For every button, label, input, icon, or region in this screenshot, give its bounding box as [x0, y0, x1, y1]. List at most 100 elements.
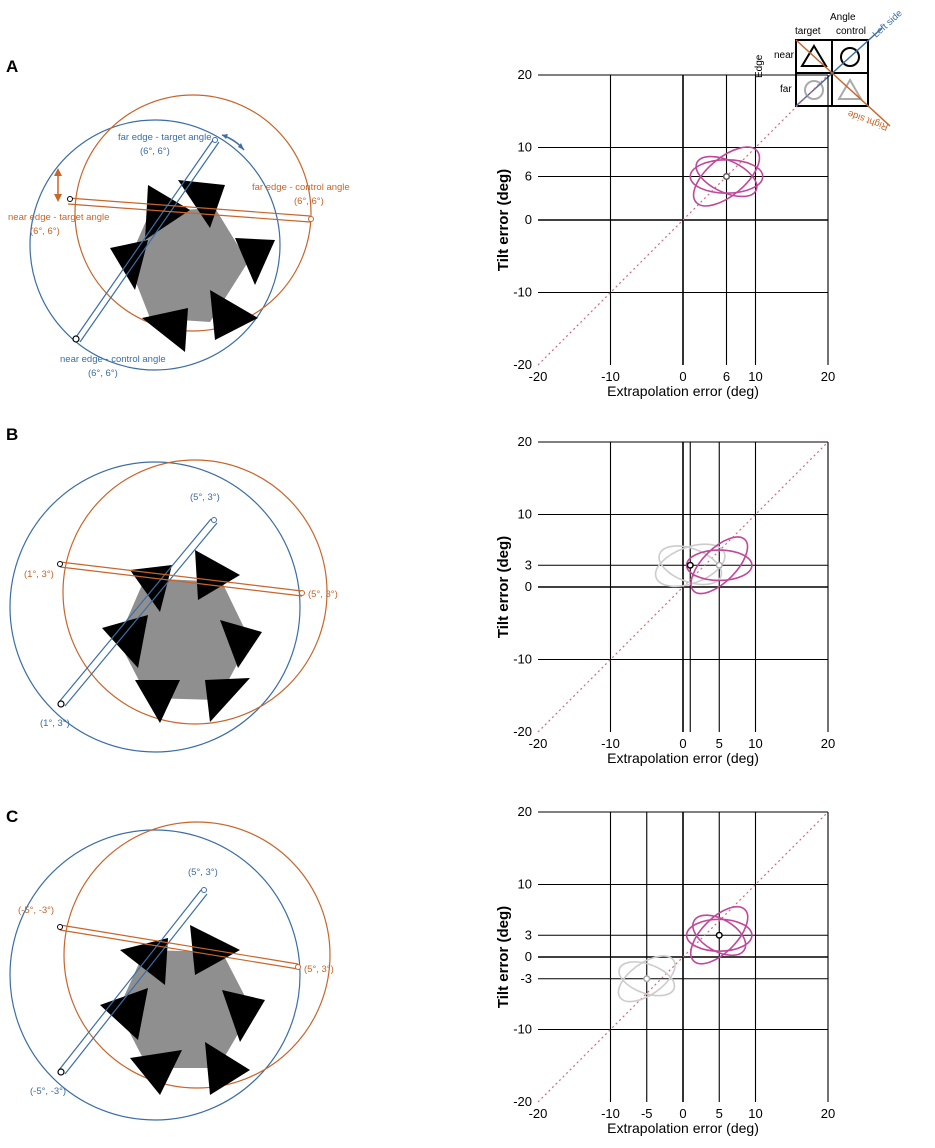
x-tick-label: 10	[748, 1106, 762, 1121]
x-tick-label: 0	[679, 736, 686, 751]
x-tick-label: 10	[748, 369, 762, 384]
label-c-right: (5°, 3°)	[304, 964, 334, 975]
identity-diagonal	[537, 74, 829, 366]
x-axis-label: Extrapolation error (deg)	[607, 1120, 759, 1136]
data-point	[643, 975, 651, 983]
label-near-target: near edge - target angle	[8, 212, 109, 223]
y-tick-label: 3	[525, 927, 532, 942]
x-tick-label: 20	[821, 1106, 835, 1121]
panel-c-diagram: (5°, 3°) (5°, 3°) (-5°, -3°) (-5°, -3°)	[9, 821, 334, 1121]
orange-circle	[74, 94, 312, 332]
x-tick-label: 5	[716, 1106, 723, 1121]
error-ellipse	[692, 914, 747, 957]
legend-edge: Edge	[754, 54, 765, 78]
chart-a: -20 -10 0 6 10 20 -20 -10 0 6 10 20 Extrapolation er…	[495, 67, 835, 399]
y-tick-label: 0	[525, 212, 532, 227]
x-tick-label: -20	[529, 1106, 548, 1121]
error-ellipse	[690, 906, 749, 965]
legend: Angle target control near far Left side …	[754, 8, 905, 132]
legend-title: Angle	[830, 12, 856, 23]
legend-col-target: target	[795, 26, 821, 37]
legend-far-target-circle	[804, 80, 824, 100]
error-ellipse	[685, 549, 753, 582]
y-tick-label: 0	[525, 579, 532, 594]
x-tick-label: -20	[529, 369, 548, 384]
chart-c: -20 -10 -5 0 5 10 20 -20 -10 -3 0 3 10 20 Extrapolatio…	[495, 804, 835, 1136]
legend-near-control-circle	[840, 47, 860, 67]
x-tick-label: 0	[679, 369, 686, 384]
identity-diagonal	[537, 811, 829, 1103]
y-axis-label: Tilt error (deg)	[495, 169, 512, 271]
label-far-control-coord: (6°, 6°)	[294, 196, 324, 207]
x-tick-label: -10	[601, 1106, 620, 1121]
label-b-left: (1°, 3°)	[24, 569, 54, 580]
label-near-target-coord: (6°, 6°)	[30, 226, 60, 237]
error-ellipse	[695, 155, 758, 198]
x-tick-label: -5	[641, 1106, 653, 1121]
x-tick-label: -10	[601, 736, 620, 751]
x-tick-label: -20	[529, 736, 548, 751]
data-point	[722, 172, 731, 181]
y-tick-label: 10	[518, 877, 532, 892]
x-tick-label: -10	[601, 369, 620, 384]
label-b-bottom: (1°, 3°)	[40, 718, 70, 729]
triangles	[110, 180, 275, 352]
label-far-control: far edge - control angle	[252, 182, 350, 193]
label-b-top: (5°, 3°)	[190, 492, 220, 503]
y-tick-label: 3	[525, 557, 532, 572]
error-ellipse	[654, 543, 726, 588]
error-ellipse	[617, 955, 676, 1003]
panel-letter-c: C	[6, 807, 18, 826]
label-near-control: near edge - control angle	[60, 354, 166, 365]
y-tick-label: 10	[518, 507, 532, 522]
chart-b: -20 -10 0 5 10 20 -20 -10 0 3 10 20 Extrapolation er…	[495, 434, 835, 766]
gray-hexagon	[128, 208, 248, 322]
x-axis-label: Extrapolation error (deg)	[607, 750, 759, 766]
legend-right-side: Right side	[846, 108, 889, 133]
error-ellipse	[692, 146, 761, 207]
legend-far-control-triangle	[837, 78, 863, 100]
y-tick-label: 20	[518, 804, 532, 819]
y-tick-label: 10	[518, 140, 532, 155]
label-c-bottom: (-5°, -3°)	[30, 1086, 66, 1097]
x-tick-label: 5	[716, 736, 723, 751]
y-axis-label: Tilt error (deg)	[495, 536, 512, 638]
label-b-right: (5°, 3°)	[308, 589, 338, 600]
y-tick-label: 6	[525, 169, 532, 184]
y-tick-label: -10	[513, 285, 532, 300]
legend-row-near: near	[774, 50, 795, 61]
legend-col-control: control	[836, 26, 866, 37]
error-ellipse	[690, 536, 749, 595]
y-tick-label: -20	[513, 1094, 532, 1109]
panel-letter-a: A	[6, 57, 18, 76]
x-tick-label: 20	[821, 369, 835, 384]
label-far-target: far edge - target angle	[118, 132, 211, 143]
legend-row-far: far	[780, 84, 792, 95]
y-tick-label: 20	[518, 434, 532, 449]
label-near-control-coord: (6°, 6°)	[88, 368, 118, 379]
error-ellipse	[685, 918, 753, 952]
data-point	[715, 561, 723, 569]
error-ellipse	[618, 961, 676, 997]
x-tick-label: 10	[748, 736, 762, 751]
x-axis-label: Extrapolation error (deg)	[607, 383, 759, 399]
blue-circle	[29, 119, 281, 371]
legend-near-target-triangle	[800, 44, 828, 67]
data-point	[686, 561, 694, 569]
y-tick-label: -10	[513, 1022, 532, 1037]
identity-diagonal	[537, 441, 829, 733]
label-far-target-coord: (6°, 6°)	[140, 146, 170, 157]
y-tick-label: -20	[513, 357, 532, 372]
data-point	[715, 931, 723, 939]
y-tick-label: 20	[518, 67, 532, 82]
y-tick-label: -3	[520, 971, 532, 986]
x-tick-label: 0	[679, 1106, 686, 1121]
panel-a-diagram: far edge - target angle (6°, 6°) far edg…	[8, 94, 350, 379]
y-tick-label: -10	[513, 652, 532, 667]
panel-b-diagram: (5°, 3°) (5°, 3°) (1°, 3°) (1°, 3°)	[9, 459, 338, 753]
label-c-left: (-5°, -3°)	[18, 905, 54, 916]
x-tick-label: 20	[821, 736, 835, 751]
error-ellipse	[658, 545, 723, 586]
y-axis-label: Tilt error (deg)	[495, 906, 512, 1008]
